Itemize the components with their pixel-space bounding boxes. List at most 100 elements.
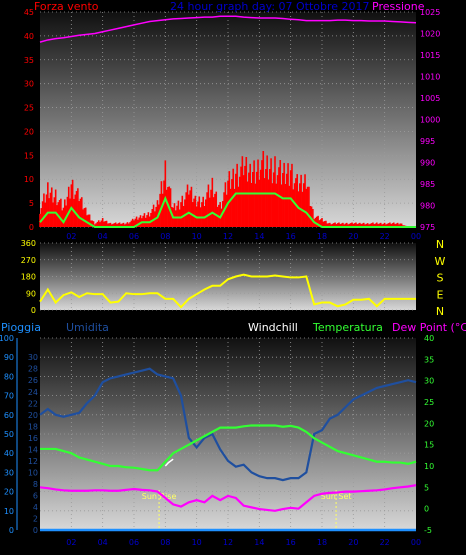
wind-panel-x-tick-label: 00 — [411, 232, 421, 241]
humidity-y-tick-label: 6 — [33, 491, 38, 500]
pressure-y-tick-label: 1005 — [420, 94, 440, 103]
windchill-line — [164, 458, 174, 467]
pressure-y-tick-label: 1010 — [420, 73, 440, 82]
humidity-y-tick-label: 20 — [28, 411, 38, 420]
wind-y-tick-label: 10 — [24, 175, 34, 184]
pressure-y-tick-label: 995 — [420, 137, 435, 146]
wind-y-tick-label: 45 — [24, 8, 34, 17]
direction-y-tick-label: 0 — [31, 306, 36, 315]
humidity-y-tick-label: 30 — [28, 353, 38, 362]
wind-panel-x-tick-label: 12 — [223, 232, 233, 241]
wind-y-tick-label: 5 — [29, 199, 34, 208]
temperature-y-tick-label: 5 — [424, 483, 429, 492]
humidity-y-tick-label: 28 — [28, 365, 38, 374]
temperature-y-tick-label: 10 — [424, 462, 434, 471]
rain-y-tick-label: 10 — [4, 507, 14, 516]
humidity-y-tick-label: 16 — [28, 434, 38, 443]
pressure-title: Pressione — [372, 0, 425, 13]
direction-y-tick-label: 90 — [26, 289, 36, 298]
temp-panel-x-tick-label: 08 — [160, 538, 170, 547]
rain-y-tick-label: 60 — [4, 411, 14, 420]
humidity-label: Umidita — [66, 321, 109, 334]
temp-panel-x-tick-label: 18 — [317, 538, 327, 547]
temperature-y-tick-label: 15 — [424, 441, 434, 450]
direction-y-tick-label: 270 — [21, 256, 36, 265]
compass-label: N — [436, 305, 444, 318]
wind-y-tick-label: 0 — [29, 223, 34, 232]
pressure-line — [39, 15, 417, 43]
pressure-y-tick-label: 1025 — [420, 8, 440, 17]
compass-label: E — [437, 288, 444, 301]
temperature-y-tick-label: -5 — [424, 526, 432, 535]
wind-panel-x-tick-label: 22 — [380, 232, 390, 241]
humidity-y-tick-label: 26 — [28, 376, 38, 385]
pressure-y-tick-label: 1000 — [420, 116, 440, 125]
humidity-y-tick-label: 2 — [33, 514, 38, 523]
pressure-y-tick-label: 985 — [420, 180, 435, 189]
compass-label: S — [437, 272, 444, 285]
humidity-y-tick-label: 0 — [33, 526, 38, 535]
rain-y-tick-label: 30 — [4, 468, 14, 477]
wind-panel-x-tick-label: 06 — [129, 232, 139, 241]
humidity-y-tick-label: 22 — [28, 399, 38, 408]
temp-panel-x-tick-label: 22 — [380, 538, 390, 547]
temperature-label: Temperatura — [313, 321, 383, 334]
compass-label: W — [435, 255, 446, 268]
graph-date-title: 24 hour graph day: 07 Ottobre 2017 — [170, 0, 370, 13]
wind-panel-x-tick-label: 08 — [160, 232, 170, 241]
wind-y-tick-label: 40 — [24, 32, 34, 41]
pressure-y-tick-label: 990 — [420, 159, 435, 168]
temp-panel-x-tick-label: 14 — [254, 538, 264, 547]
wind-panel-x-tick-label: 14 — [254, 232, 264, 241]
humidity-y-tick-label: 4 — [33, 503, 38, 512]
sunrise-label: Sun Rise — [142, 492, 177, 501]
rain-y-tick-label: 0 — [9, 526, 14, 535]
pressure-y-tick-label: 980 — [420, 202, 435, 211]
temp-panel-x-tick-label: 16 — [286, 538, 296, 547]
wind-direction-line — [39, 273, 416, 309]
wind-y-tick-label: 35 — [24, 56, 34, 65]
temp-panel-x-tick-label: 06 — [129, 538, 139, 547]
temp-panel-x-tick-label: 00 — [411, 538, 421, 547]
wind-y-tick-label: 15 — [24, 151, 34, 160]
humidity-y-tick-label: 10 — [28, 468, 38, 477]
wind-panel-x-tick-label: 10 — [192, 232, 202, 241]
wind-panel-x-tick-label: 04 — [98, 232, 108, 241]
temp-panel-x-tick-label: 12 — [223, 538, 233, 547]
temperature-y-tick-label: 35 — [424, 355, 434, 364]
wind-panel-x-tick-label: 18 — [317, 232, 327, 241]
temp-panel-x-tick-label: 04 — [98, 538, 108, 547]
wind-panel-x-tick-label: 16 — [286, 232, 296, 241]
sunset-label: Sun Set — [321, 492, 352, 501]
temperature-y-tick-label: 20 — [424, 419, 434, 428]
humidity-y-tick-label: 14 — [28, 445, 38, 454]
humidity-y-tick-label: 24 — [28, 388, 38, 397]
rain-y-tick-label: 90 — [4, 353, 14, 362]
direction-y-tick-label: 360 — [21, 239, 36, 248]
humidity-y-tick-label: 12 — [28, 457, 38, 466]
temp-panel-x-tick-label: 20 — [348, 538, 358, 547]
temperature-y-tick-label: 30 — [424, 377, 434, 386]
windchill-label: Windchill — [248, 321, 298, 334]
wind-y-tick-label: 20 — [24, 127, 34, 136]
rain-y-tick-label: 50 — [4, 430, 14, 439]
dewpoint-line — [39, 484, 417, 512]
compass-label: N — [436, 238, 444, 251]
temperature-line — [40, 424, 417, 472]
temperature-y-tick-label: 0 — [424, 505, 429, 514]
humidity-y-tick-label: 18 — [28, 422, 38, 431]
temp-panel-x-tick-label: 10 — [192, 538, 202, 547]
temp-panel-x-tick-label: 02 — [66, 538, 76, 547]
temperature-y-tick-label: 40 — [424, 334, 434, 343]
rain-y-tick-label: 20 — [4, 488, 14, 497]
wind-title: Forza vento — [34, 0, 99, 13]
wind-panel-x-tick-label: 20 — [348, 232, 358, 241]
wind-panel-x-tick-label: 02 — [66, 232, 76, 241]
temperature-y-tick-label: 25 — [424, 398, 434, 407]
rain-y-tick-label: 40 — [4, 449, 14, 458]
pressure-y-tick-label: 1020 — [420, 30, 440, 39]
direction-y-tick-label: 180 — [21, 273, 36, 282]
dewpoint-label: Dew Point (°C) — [392, 321, 466, 334]
